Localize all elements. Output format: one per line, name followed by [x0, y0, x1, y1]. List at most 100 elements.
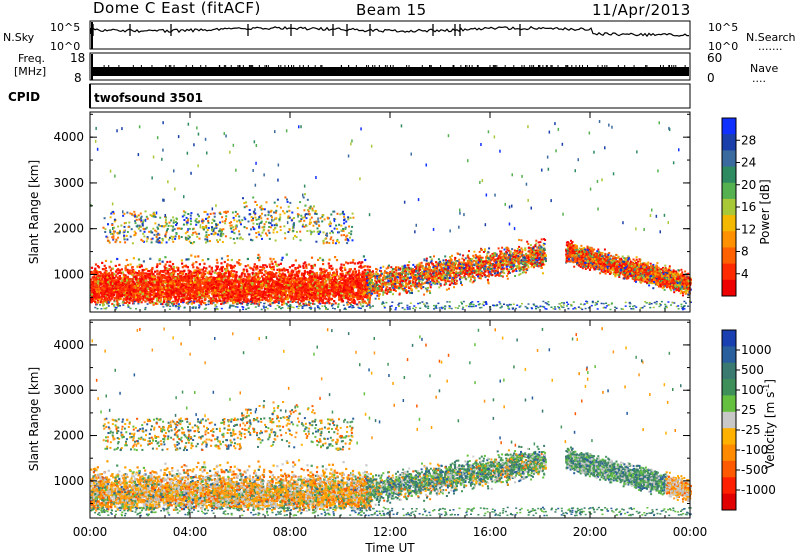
radar-echo — [96, 291, 98, 293]
radar-echo — [216, 259, 218, 261]
radar-echo — [336, 259, 338, 261]
radar-echo — [305, 267, 307, 269]
radar-echo — [274, 295, 276, 297]
radar-echo — [355, 270, 357, 272]
radar-echo — [156, 279, 158, 281]
radar-echo — [128, 286, 130, 288]
radar-echo — [168, 265, 170, 267]
radar-echo — [301, 273, 303, 275]
radar-echo — [220, 262, 222, 264]
radar-echo — [291, 265, 293, 267]
radar-echo — [208, 291, 210, 293]
radar-echo — [112, 285, 114, 287]
radar-echo — [269, 280, 271, 282]
radar-echo — [261, 299, 263, 301]
radar-echo — [192, 291, 194, 293]
radar-echo — [144, 300, 146, 302]
radar-echo — [358, 275, 360, 277]
radar-echo — [319, 257, 321, 259]
radar-echo — [236, 274, 238, 276]
radar-echo — [216, 278, 218, 280]
radar-echo — [234, 287, 236, 289]
radar-echo — [323, 286, 325, 288]
radar-echo — [151, 267, 153, 269]
radar-echo — [197, 255, 199, 257]
radar-echo — [100, 295, 102, 297]
radar-echo — [250, 267, 252, 269]
radar-echo — [115, 265, 117, 267]
radar-echo — [196, 294, 198, 296]
radar-echo — [227, 255, 229, 257]
radar-echo — [247, 298, 249, 300]
radar-echo — [254, 282, 256, 284]
freq-label-2: [MHz] — [14, 65, 46, 78]
cpid-value: twofsound 3501 — [94, 91, 203, 105]
radar-echo — [91, 267, 93, 269]
radar-echo — [165, 289, 167, 291]
radar-echo — [109, 266, 111, 268]
radar-summary-plot: Dome C East (fitACF) Beam 15 11/Apr/2013… — [0, 0, 800, 554]
freq-tick-bottom: 8 — [74, 71, 82, 85]
radar-echo — [113, 294, 115, 296]
radar-echo — [244, 273, 246, 275]
radar-echo — [291, 296, 293, 298]
radar-echo — [90, 278, 92, 280]
radar-echo — [317, 277, 319, 279]
radar-echo — [231, 267, 233, 269]
radar-echo — [101, 262, 103, 264]
radar-echo — [246, 276, 248, 278]
radar-echo — [360, 262, 362, 264]
radar-echo — [225, 269, 227, 271]
radar-echo — [197, 274, 199, 276]
cpid-label: CPID — [8, 90, 40, 104]
radar-echo — [233, 299, 235, 301]
radar-echo — [285, 278, 287, 280]
plot-canvas: Dome C East (fitACF) Beam 15 11/Apr/2013… — [0, 0, 800, 554]
radar-echo — [135, 278, 137, 280]
radar-echo — [341, 282, 343, 284]
radar-echo — [202, 277, 204, 279]
radar-echo — [322, 263, 324, 265]
radar-echo — [162, 293, 164, 295]
radar-echo — [98, 275, 100, 277]
radar-echo — [236, 261, 238, 263]
radar-echo — [177, 282, 179, 284]
radar-echo — [143, 277, 145, 279]
radar-echo — [239, 263, 241, 265]
radar-echo — [162, 296, 164, 298]
nsky-strip-frame — [90, 21, 690, 49]
radar-echo — [128, 302, 130, 304]
radar-echo — [205, 267, 207, 269]
radar-echo — [93, 287, 95, 289]
radar-echo — [298, 264, 300, 266]
radar-echo — [221, 270, 223, 272]
radar-echo — [102, 302, 104, 304]
radar-echo — [126, 259, 128, 261]
radar-echo — [357, 262, 359, 264]
radar-echo — [355, 292, 357, 294]
radar-echo — [232, 276, 234, 278]
radar-echo — [290, 299, 292, 301]
radar-echo — [202, 271, 204, 273]
radar-echo — [361, 297, 363, 299]
radar-echo — [180, 275, 182, 277]
radar-echo — [324, 271, 326, 273]
radar-echo — [349, 268, 351, 270]
radar-echo — [322, 283, 324, 285]
radar-echo — [349, 278, 351, 280]
radar-echo — [194, 291, 196, 293]
radar-echo — [262, 293, 264, 295]
radar-echo — [133, 257, 135, 259]
radar-echo — [204, 270, 206, 272]
radar-echo — [210, 273, 212, 275]
radar-echo — [309, 270, 311, 272]
radar-echo — [322, 279, 324, 281]
radar-echo — [168, 273, 170, 275]
radar-echo — [277, 292, 279, 294]
radar-echo — [180, 279, 182, 281]
radar-echo — [270, 298, 272, 300]
radar-echo — [290, 287, 292, 289]
radar-echo — [123, 274, 125, 276]
radar-echo — [191, 303, 193, 305]
radar-echo — [199, 263, 201, 265]
